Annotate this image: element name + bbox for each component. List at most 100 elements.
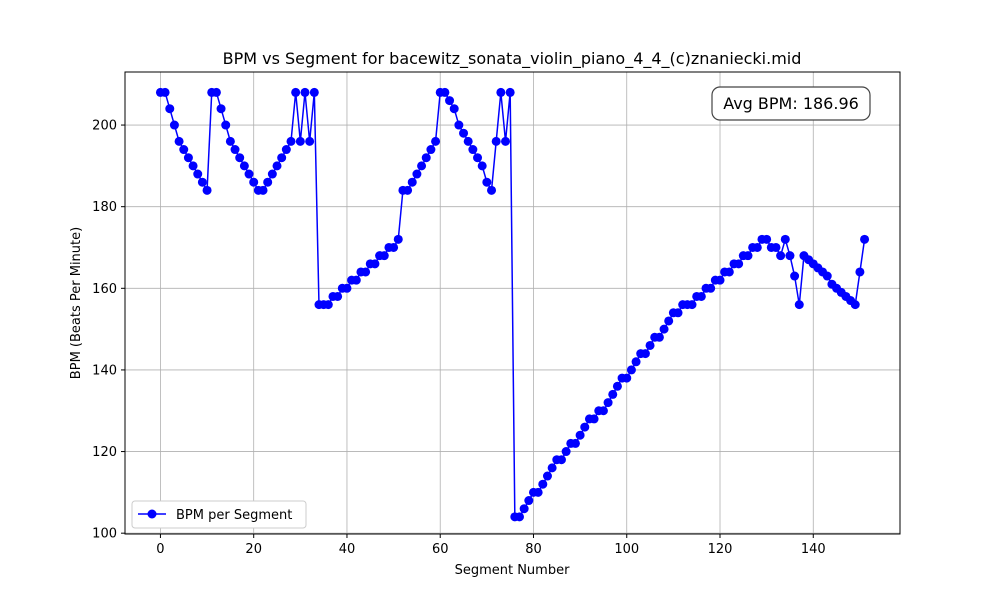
x-tick-label: 120 — [708, 542, 733, 557]
y-axis-label: BPM (Beats Per Minute) — [69, 227, 84, 379]
data-point — [589, 414, 599, 424]
data-point — [421, 153, 431, 163]
data-point — [860, 234, 870, 244]
x-axis-ticks: 0 20 40 60 80 100 120 140 — [156, 534, 826, 557]
data-point — [267, 169, 277, 179]
data-point — [603, 398, 613, 408]
data-point — [734, 259, 744, 269]
avg-bpm-annotation: Avg BPM: 186.96 — [711, 86, 871, 121]
data-point — [575, 430, 585, 440]
data-point — [169, 120, 179, 130]
data-point — [706, 283, 716, 293]
data-point — [631, 357, 641, 367]
series-layer — [155, 87, 870, 522]
data-point — [850, 300, 860, 310]
data-point — [258, 185, 268, 195]
data-point — [216, 104, 226, 114]
annotation-text: Avg BPM: 186.96 — [723, 94, 859, 113]
data-point — [477, 161, 487, 171]
data-point — [664, 316, 674, 326]
y-tick-label: 120 — [92, 445, 117, 460]
data-point — [342, 283, 352, 293]
data-point — [225, 136, 235, 146]
data-point — [309, 87, 319, 97]
data-point — [491, 136, 501, 146]
data-point — [417, 161, 427, 171]
data-point — [174, 136, 184, 146]
x-axis-label: Segment Number — [455, 563, 571, 578]
data-point — [561, 447, 571, 457]
data-point — [822, 271, 832, 281]
data-point — [570, 438, 580, 448]
data-point — [505, 87, 515, 97]
data-point — [389, 242, 399, 252]
data-point — [743, 251, 753, 261]
data-point — [454, 120, 464, 130]
x-tick-label: 80 — [525, 542, 542, 557]
data-point — [622, 373, 632, 383]
data-point — [612, 381, 622, 391]
data-point — [235, 153, 245, 163]
y-tick-label: 140 — [92, 363, 117, 378]
x-tick-label: 100 — [614, 542, 639, 557]
data-point — [431, 136, 441, 146]
data-point — [361, 267, 371, 277]
data-point — [524, 496, 534, 506]
data-point — [654, 332, 664, 342]
data-point — [542, 471, 552, 481]
data-point — [165, 104, 175, 114]
data-point — [626, 365, 636, 375]
data-point — [291, 87, 301, 97]
legend: BPM per Segment — [131, 500, 307, 529]
data-point — [687, 300, 697, 310]
data-point — [281, 145, 291, 155]
data-point — [426, 145, 436, 155]
data-point — [538, 479, 548, 489]
y-tick-label: 200 — [92, 119, 117, 134]
data-point — [445, 96, 455, 106]
data-point — [244, 169, 254, 179]
data-point — [514, 512, 524, 522]
data-point — [393, 234, 403, 244]
data-point — [160, 87, 170, 97]
data-point — [449, 104, 459, 114]
data-point — [407, 177, 417, 187]
data-point — [608, 389, 618, 399]
data-point — [230, 145, 240, 155]
data-point — [473, 153, 483, 163]
data-point — [463, 136, 473, 146]
y-tick-label: 160 — [92, 282, 117, 297]
data-point — [263, 177, 273, 187]
annotation-box — [711, 86, 871, 121]
data-point — [202, 185, 212, 195]
data-point — [221, 120, 231, 130]
data-point — [724, 267, 734, 277]
data-point — [272, 161, 282, 171]
data-point — [286, 136, 296, 146]
data-point — [459, 128, 469, 138]
data-point — [696, 291, 706, 301]
y-tick-label: 100 — [92, 527, 117, 542]
data-point — [519, 504, 529, 514]
data-point — [482, 177, 492, 187]
data-point — [179, 145, 189, 155]
data-point — [440, 87, 450, 97]
data-point — [771, 242, 781, 252]
data-point — [673, 308, 683, 318]
data-point — [403, 185, 413, 195]
data-point — [580, 422, 590, 432]
data-point — [333, 291, 343, 301]
data-point — [211, 87, 221, 97]
x-tick-label: 0 — [156, 542, 164, 557]
data-point — [556, 455, 566, 465]
y-tick-label: 180 — [92, 200, 117, 215]
data-point — [785, 251, 795, 261]
x-tick-label: 20 — [245, 542, 262, 557]
data-point — [547, 463, 557, 473]
legend-marker-swatch — [147, 509, 157, 519]
data-point — [598, 406, 608, 416]
data-point — [640, 349, 650, 359]
data-point — [776, 251, 786, 261]
data-point — [487, 185, 497, 195]
